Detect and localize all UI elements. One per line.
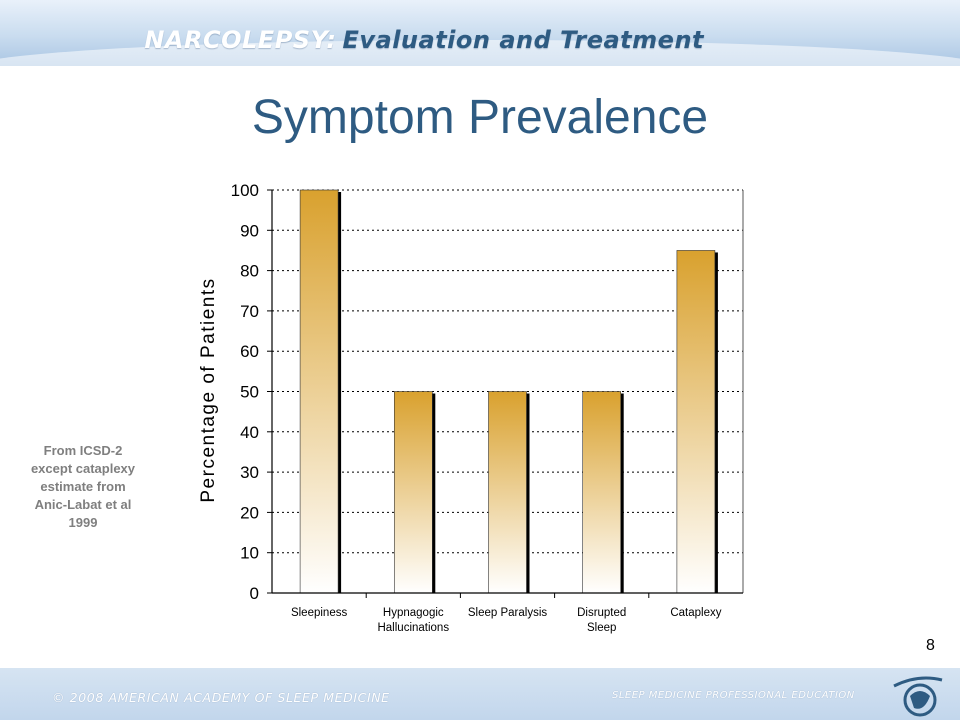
x-tick-label: Cataplexy (670, 607, 721, 619)
y-tick-label: 40 (240, 423, 259, 442)
footer-bar: © 2008 AMERICAN ACADEMY OF SLEEP MEDICIN… (0, 668, 960, 720)
source-note: From ICSD-2 except cataplexy estimate fr… (30, 443, 136, 530)
y-tick-label: 90 (240, 221, 259, 240)
bar (488, 391, 527, 594)
page-number: 8 (926, 637, 935, 654)
x-tick-label: Disrupted Sleep (577, 607, 626, 634)
y-tick-label: 60 (240, 342, 259, 361)
header-title: NARCOLEPSY: Evaluation and Treatment (144, 26, 704, 54)
header-banner: NARCOLEPSY: Evaluation and Treatment (0, 0, 960, 66)
y-tick-label: 80 (240, 262, 259, 281)
y-axis-label: Percentage of Patients (198, 277, 219, 502)
footer-copyright: © 2008 AMERICAN ACADEMY OF SLEEP MEDICIN… (52, 690, 390, 705)
bar (582, 391, 622, 594)
x-tick-label: Hypnagogic Hallucinations (377, 607, 449, 634)
y-tick-label: 0 (250, 584, 259, 603)
header-subtitle: Evaluation and Treatment (342, 26, 704, 54)
header-title-main: NARCOLEPSY: (144, 26, 337, 54)
x-tick-label: Sleep Paralysis (468, 607, 548, 619)
y-tick-label: 20 (240, 503, 259, 522)
slide-title: Symptom Prevalence (251, 91, 709, 144)
y-tick-label: 30 (240, 463, 259, 482)
bar (676, 250, 716, 594)
bar (299, 189, 339, 594)
y-tick-label: 10 (240, 544, 259, 563)
bar (393, 391, 433, 594)
y-tick-label: 70 (240, 302, 259, 321)
aasm-logo-icon (893, 676, 943, 717)
y-tick-label: 100 (231, 181, 259, 200)
x-tick-label: Sleepiness (291, 607, 348, 619)
footer-tagline: SLEEP MEDICINE PROFESSIONAL EDUCATION (612, 690, 855, 701)
y-tick-label: 50 (240, 383, 259, 402)
